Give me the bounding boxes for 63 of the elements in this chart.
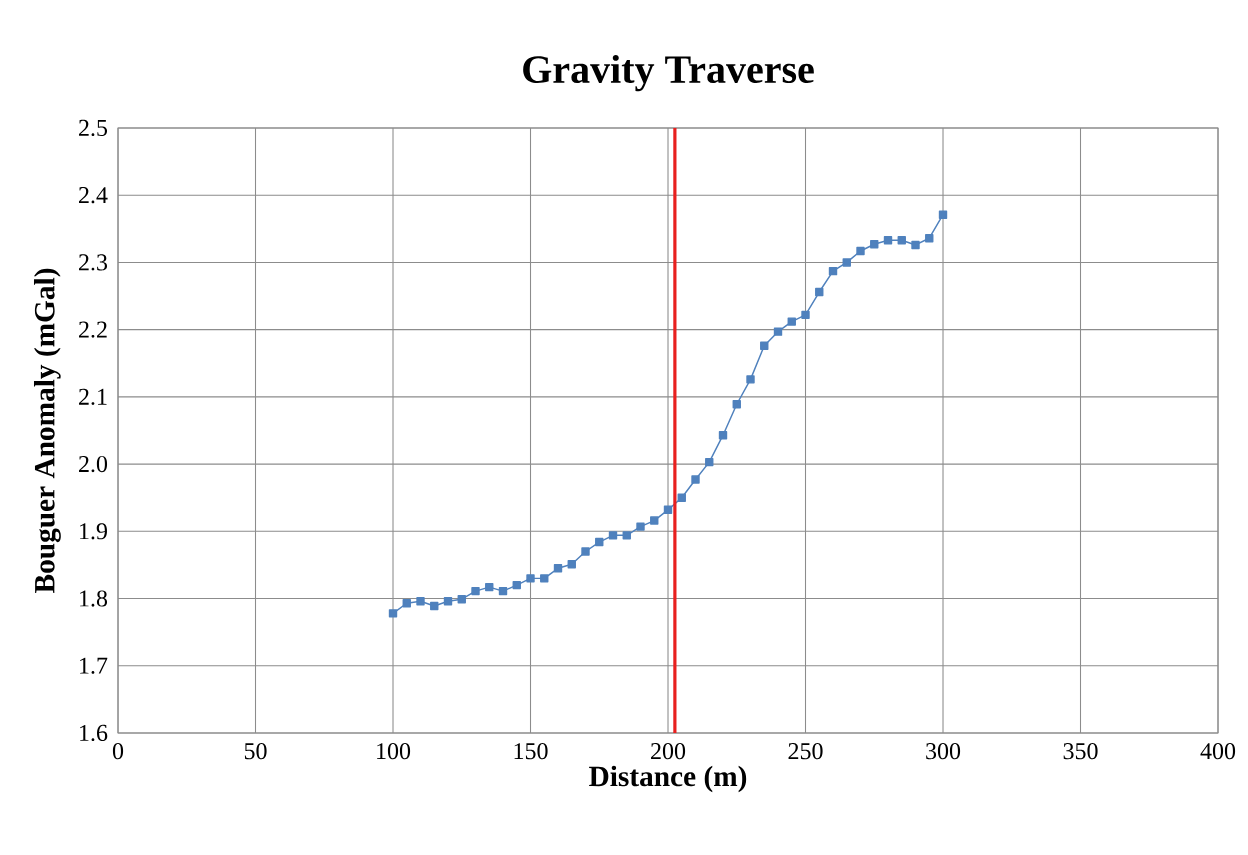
point xyxy=(608,531,618,540)
x-tick-label: 50 xyxy=(244,743,267,760)
x-tick-label: 0 xyxy=(112,743,124,760)
y-tick-label: 1.7 xyxy=(80,657,108,674)
point xyxy=(705,457,714,467)
point xyxy=(925,234,934,243)
point xyxy=(416,597,425,606)
point xyxy=(815,287,824,297)
y-tick-label: 2.0 xyxy=(79,455,108,473)
point xyxy=(540,574,549,583)
point xyxy=(443,597,453,606)
x-tick-label: 200 xyxy=(651,743,686,760)
point xyxy=(498,586,508,596)
point xyxy=(842,258,851,267)
y-tick-label: 2.4 xyxy=(79,187,108,204)
y-axis-title: Bouguer Anomaly (mGal) xyxy=(33,268,61,593)
y-tick-label: 2.3 xyxy=(79,254,108,271)
x-tick-label: 250 xyxy=(788,743,823,760)
point xyxy=(938,210,948,219)
point xyxy=(512,580,521,590)
y-tick-label: 1.9 xyxy=(80,523,107,540)
point xyxy=(526,574,535,583)
x-tick-label: 400 xyxy=(1200,743,1236,760)
point xyxy=(622,531,631,540)
point xyxy=(650,516,659,525)
point xyxy=(485,582,494,592)
x-tick-label: 150 xyxy=(514,743,548,760)
point xyxy=(388,609,398,618)
point xyxy=(402,599,411,608)
point xyxy=(677,493,686,502)
point xyxy=(911,240,920,250)
point xyxy=(856,246,865,256)
point xyxy=(883,236,893,245)
y-tick-label: 2.5 xyxy=(79,119,108,137)
x-axis-title: Distance (m) xyxy=(589,765,747,793)
point xyxy=(732,400,741,409)
point xyxy=(870,240,879,249)
point xyxy=(801,310,810,320)
y-tick-label: 1.6 xyxy=(80,724,108,742)
point xyxy=(636,522,645,531)
chart-title: Gravity Traverse xyxy=(523,54,814,92)
point xyxy=(897,236,906,245)
point xyxy=(828,266,838,276)
x-tick-label: 300 xyxy=(926,743,961,760)
point xyxy=(457,595,466,604)
point xyxy=(760,341,769,350)
x-tick-label: 100 xyxy=(377,743,411,760)
x-tick-label: 350 xyxy=(1063,743,1098,760)
point xyxy=(718,430,728,440)
point xyxy=(430,601,439,611)
point xyxy=(471,586,480,596)
point xyxy=(773,327,783,336)
point xyxy=(595,537,604,547)
point xyxy=(663,505,673,515)
point xyxy=(691,475,700,484)
point xyxy=(581,547,590,556)
point xyxy=(787,317,796,326)
y-tick-label: 2.2 xyxy=(79,321,107,338)
point xyxy=(746,375,755,384)
point xyxy=(567,560,576,569)
y-tick-label: 1.8 xyxy=(80,590,108,607)
y-tick-label: 2.1 xyxy=(79,388,107,405)
point xyxy=(553,564,563,573)
